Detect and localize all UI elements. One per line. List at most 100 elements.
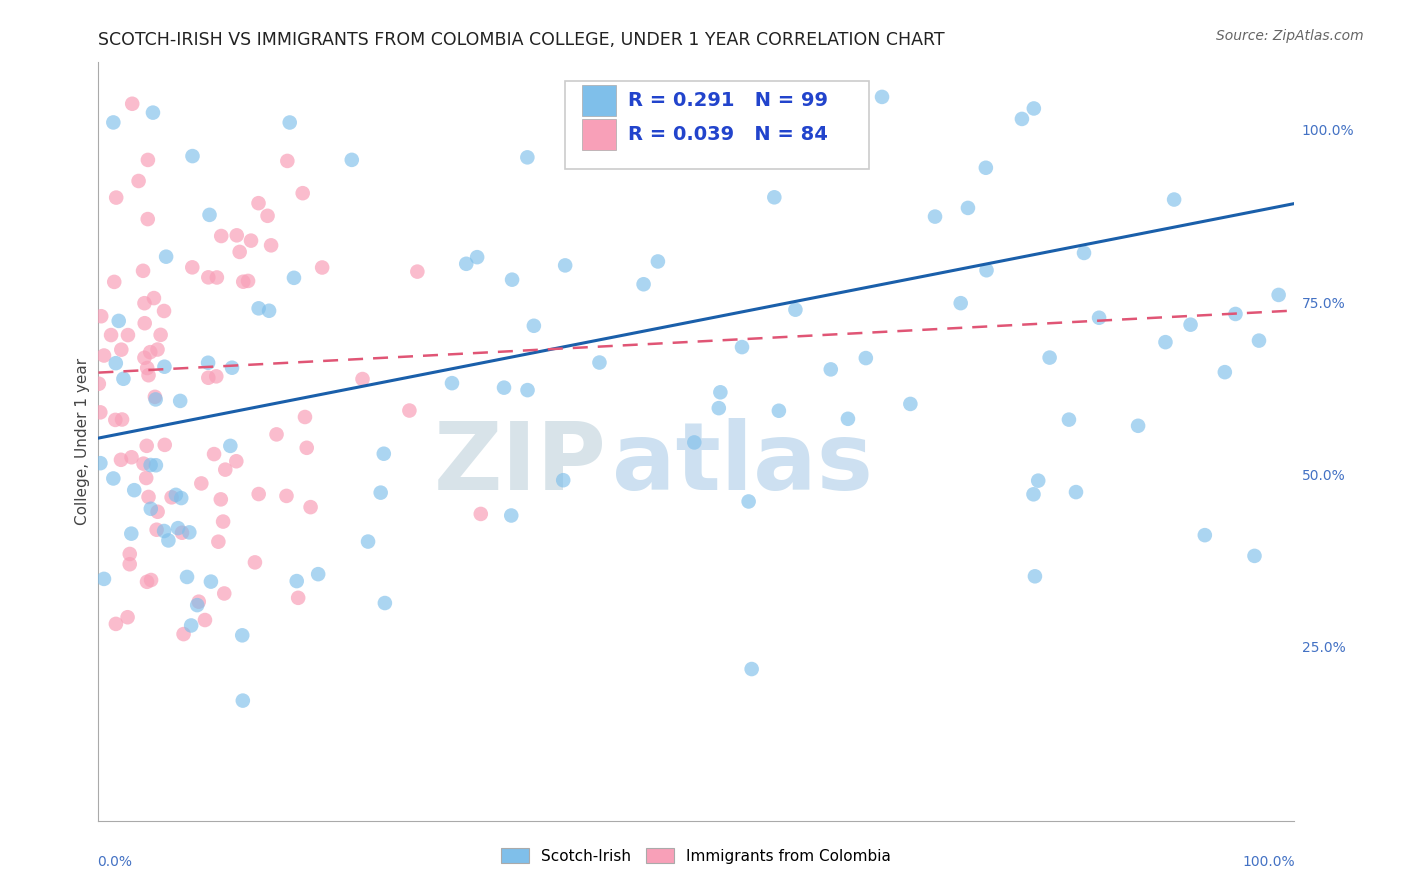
Point (1267, 288, 1289, 302)
Point (276, 153, 298, 168)
Point (160, 491, 183, 505)
Point (307, 567, 329, 582)
Point (134, 351, 156, 365)
Point (103, 115, 125, 129)
Point (170, 491, 193, 505)
Point (1126, 418, 1149, 433)
Point (1225, 307, 1247, 321)
Text: ZIP: ZIP (433, 418, 606, 510)
Point (228, 244, 250, 259)
Legend: Scotch-Irish, Immigrants from Colombia: Scotch-Irish, Immigrants from Colombia (495, 842, 897, 870)
Text: atlas: atlas (613, 418, 873, 510)
Point (825, 152, 848, 166)
Point (373, 447, 395, 461)
Point (179, 525, 201, 540)
Point (1154, 335, 1177, 350)
Point (976, 263, 998, 277)
Point (898, 397, 921, 411)
Point (1163, 193, 1185, 207)
Point (214, 462, 236, 476)
Point (924, 210, 946, 224)
Point (103, 471, 125, 485)
Point (956, 201, 979, 215)
Point (294, 409, 316, 424)
Point (1011, 112, 1033, 126)
Point (311, 260, 333, 275)
Point (949, 296, 972, 310)
Point (186, 598, 208, 612)
Point (197, 370, 219, 384)
Point (136, 153, 159, 167)
Text: 0.0%: 0.0% (97, 855, 132, 869)
Point (153, 359, 176, 374)
Point (93, 349, 115, 363)
Point (89, 405, 111, 419)
Point (855, 351, 877, 365)
Text: R = 0.039   N = 84: R = 0.039 N = 84 (628, 125, 828, 144)
Point (352, 372, 374, 386)
Point (89, 456, 111, 470)
Point (212, 515, 235, 529)
Point (202, 447, 225, 461)
Point (145, 458, 167, 473)
Point (110, 452, 132, 467)
Point (398, 403, 420, 417)
Point (112, 372, 135, 386)
Point (225, 454, 247, 468)
Point (90, 310, 112, 324)
Point (219, 439, 242, 453)
Point (1073, 246, 1095, 260)
Point (374, 596, 396, 610)
Point (1026, 474, 1049, 488)
Point (139, 345, 162, 359)
Point (470, 507, 492, 521)
Point (153, 438, 176, 452)
Point (167, 521, 190, 535)
Point (212, 586, 235, 600)
Point (139, 501, 162, 516)
Point (501, 273, 523, 287)
Point (785, 302, 807, 317)
Point (173, 627, 195, 641)
Point (181, 149, 204, 163)
Point (143, 390, 166, 404)
Point (291, 186, 314, 201)
Point (221, 360, 243, 375)
Point (492, 381, 515, 395)
Point (741, 662, 763, 676)
Point (181, 260, 204, 275)
Point (516, 383, 538, 397)
Point (197, 356, 219, 370)
Point (370, 485, 392, 500)
Point (1022, 487, 1045, 501)
Point (209, 492, 232, 507)
Text: 100.0%: 100.0% (1302, 124, 1354, 138)
Point (231, 628, 253, 642)
Point (1180, 318, 1202, 332)
Text: Source: ZipAtlas.com: Source: ZipAtlas.com (1216, 29, 1364, 43)
Point (180, 618, 202, 632)
Point (146, 343, 169, 357)
Point (707, 401, 730, 416)
Point (170, 525, 193, 540)
Point (176, 570, 198, 584)
Point (149, 327, 172, 342)
Point (197, 270, 219, 285)
Point (107, 314, 129, 328)
Point (737, 494, 759, 508)
Point (232, 275, 254, 289)
Point (146, 505, 169, 519)
Point (1213, 365, 1236, 379)
Point (523, 318, 546, 333)
Point (145, 392, 167, 407)
Point (683, 435, 706, 450)
Point (1039, 351, 1062, 365)
Point (260, 238, 283, 252)
Point (132, 264, 155, 278)
Point (1057, 412, 1080, 426)
Point (207, 534, 229, 549)
Point (768, 403, 790, 417)
Point (266, 427, 288, 442)
Point (357, 534, 380, 549)
Point (1243, 549, 1265, 563)
